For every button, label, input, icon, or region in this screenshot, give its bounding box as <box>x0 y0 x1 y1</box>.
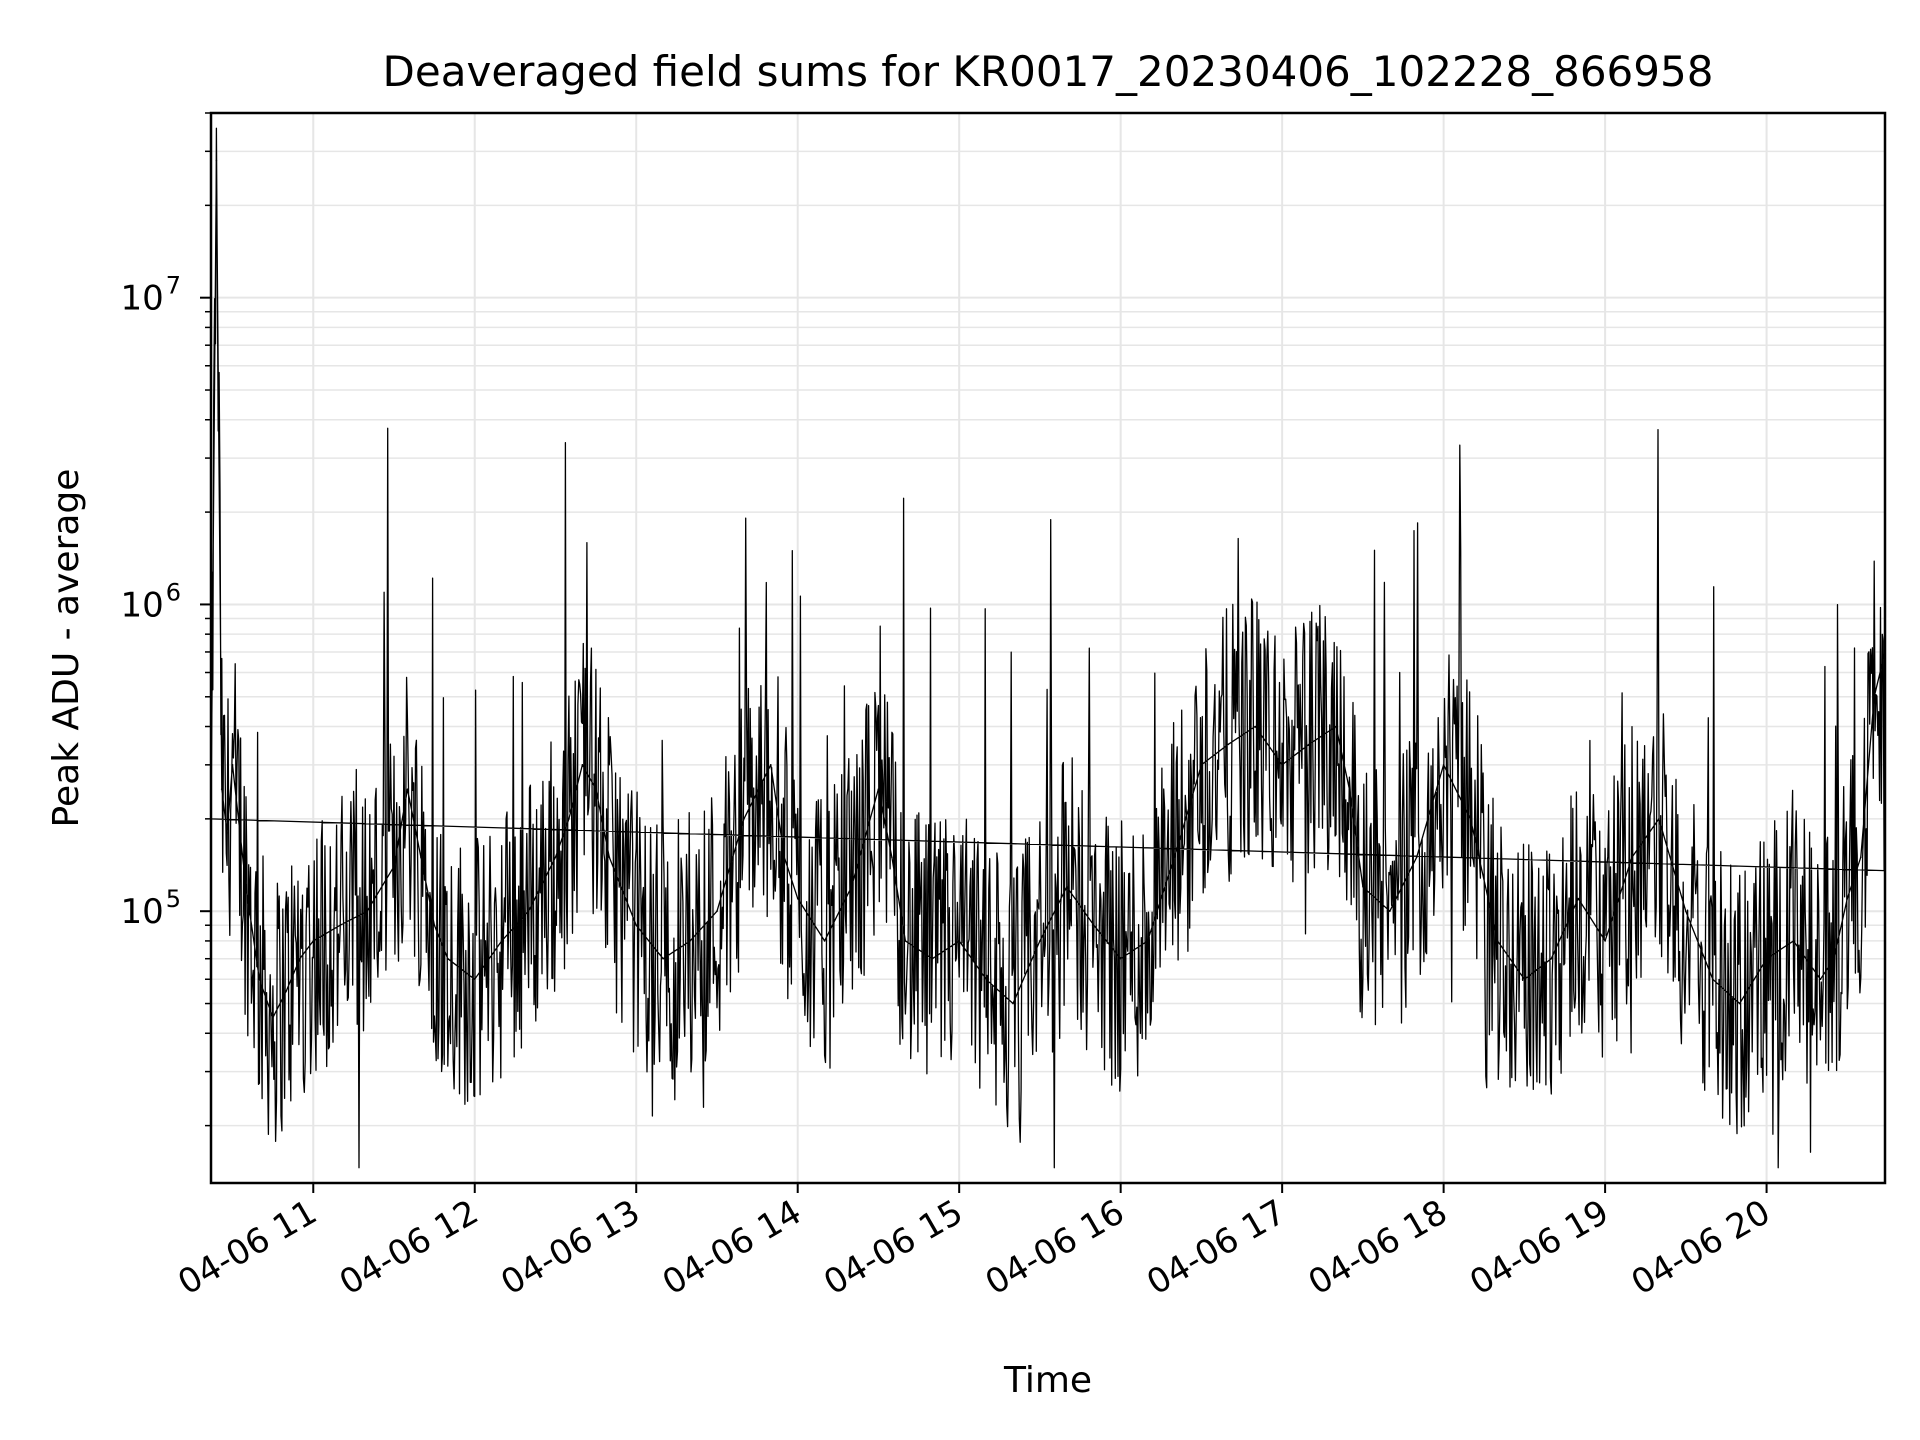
data-point <box>215 159 218 162</box>
y-axis-label: Peak ADU - average <box>46 469 87 828</box>
data-point <box>769 764 772 766</box>
data-point <box>1577 897 1579 900</box>
y-tick-label: 107 <box>120 272 181 319</box>
data-point <box>226 832 228 834</box>
data-point <box>1604 940 1606 942</box>
data-point <box>1765 957 1768 960</box>
data-point <box>1200 764 1203 766</box>
data-point <box>1658 818 1660 820</box>
data-point <box>1846 897 1849 900</box>
data-point <box>904 940 907 942</box>
data-point <box>1039 940 1041 942</box>
data-point <box>743 818 745 820</box>
data-point <box>447 957 449 960</box>
data-point <box>1738 1002 1741 1005</box>
y-axis: 105 106 107 <box>120 112 211 1127</box>
data-point <box>258 978 261 981</box>
data-point <box>568 818 570 820</box>
data-point <box>823 940 826 942</box>
data-point <box>662 957 664 960</box>
data-point <box>1442 764 1445 766</box>
data-point <box>1348 788 1351 790</box>
data-point <box>1227 743 1230 746</box>
data-point <box>985 978 987 981</box>
data-point <box>1173 856 1176 858</box>
series-line <box>210 127 1886 1169</box>
data-point <box>1335 725 1337 728</box>
data-point <box>1859 856 1862 858</box>
data-point <box>1873 695 1876 698</box>
data-point <box>1469 818 1472 820</box>
data-point <box>420 856 422 858</box>
data-point <box>796 897 799 900</box>
x-axis-label: Time <box>1003 1360 1092 1401</box>
data-point <box>635 924 638 927</box>
data-point <box>554 856 557 858</box>
data-point <box>689 940 691 942</box>
data-point <box>1523 978 1526 981</box>
y-tick-label: 106 <box>120 578 181 625</box>
data-point <box>272 1016 274 1019</box>
data-point <box>220 788 223 790</box>
data-point <box>581 764 584 766</box>
data-point <box>595 788 597 790</box>
data-point <box>1119 957 1122 960</box>
data-point <box>1092 924 1095 927</box>
data-point <box>850 886 853 888</box>
data-point <box>1012 1002 1014 1005</box>
data-point <box>527 910 530 912</box>
data-point <box>500 940 503 942</box>
data-point <box>285 990 288 992</box>
data-point <box>1146 940 1149 942</box>
data-point <box>1388 910 1391 912</box>
data-point <box>1362 886 1364 888</box>
data-point <box>877 788 880 790</box>
data-point <box>366 910 368 912</box>
data-point <box>312 940 315 942</box>
data-point <box>393 865 395 868</box>
data-point <box>1254 725 1257 728</box>
data-point <box>1711 978 1714 981</box>
data-point <box>891 856 893 858</box>
data-point <box>1415 856 1418 858</box>
data-point <box>1631 856 1633 858</box>
plot-frame <box>209 111 1887 1185</box>
data-point <box>783 856 786 858</box>
data-point <box>931 957 934 960</box>
data-point <box>245 886 247 888</box>
data-point <box>433 924 436 927</box>
data-point <box>1496 940 1499 942</box>
y-tick-label: 105 <box>120 885 181 932</box>
data-point <box>958 940 960 942</box>
data-point <box>1819 978 1822 981</box>
data-point <box>1550 957 1553 960</box>
data-point <box>406 788 409 790</box>
data-point <box>1281 764 1283 766</box>
data-point <box>1308 743 1310 746</box>
data-point <box>716 910 718 912</box>
data-point <box>1685 910 1687 912</box>
data-point <box>299 957 301 960</box>
data-point <box>473 978 476 981</box>
data-point <box>1833 957 1835 960</box>
chart-title: Deaveraged field sums for KR0017_2023040… <box>383 47 1714 96</box>
data-point <box>231 764 234 766</box>
data-point <box>339 924 341 927</box>
data-point <box>1066 886 1068 888</box>
data-point <box>1792 940 1795 942</box>
series-path <box>210 127 1886 1169</box>
data-point <box>608 856 611 858</box>
